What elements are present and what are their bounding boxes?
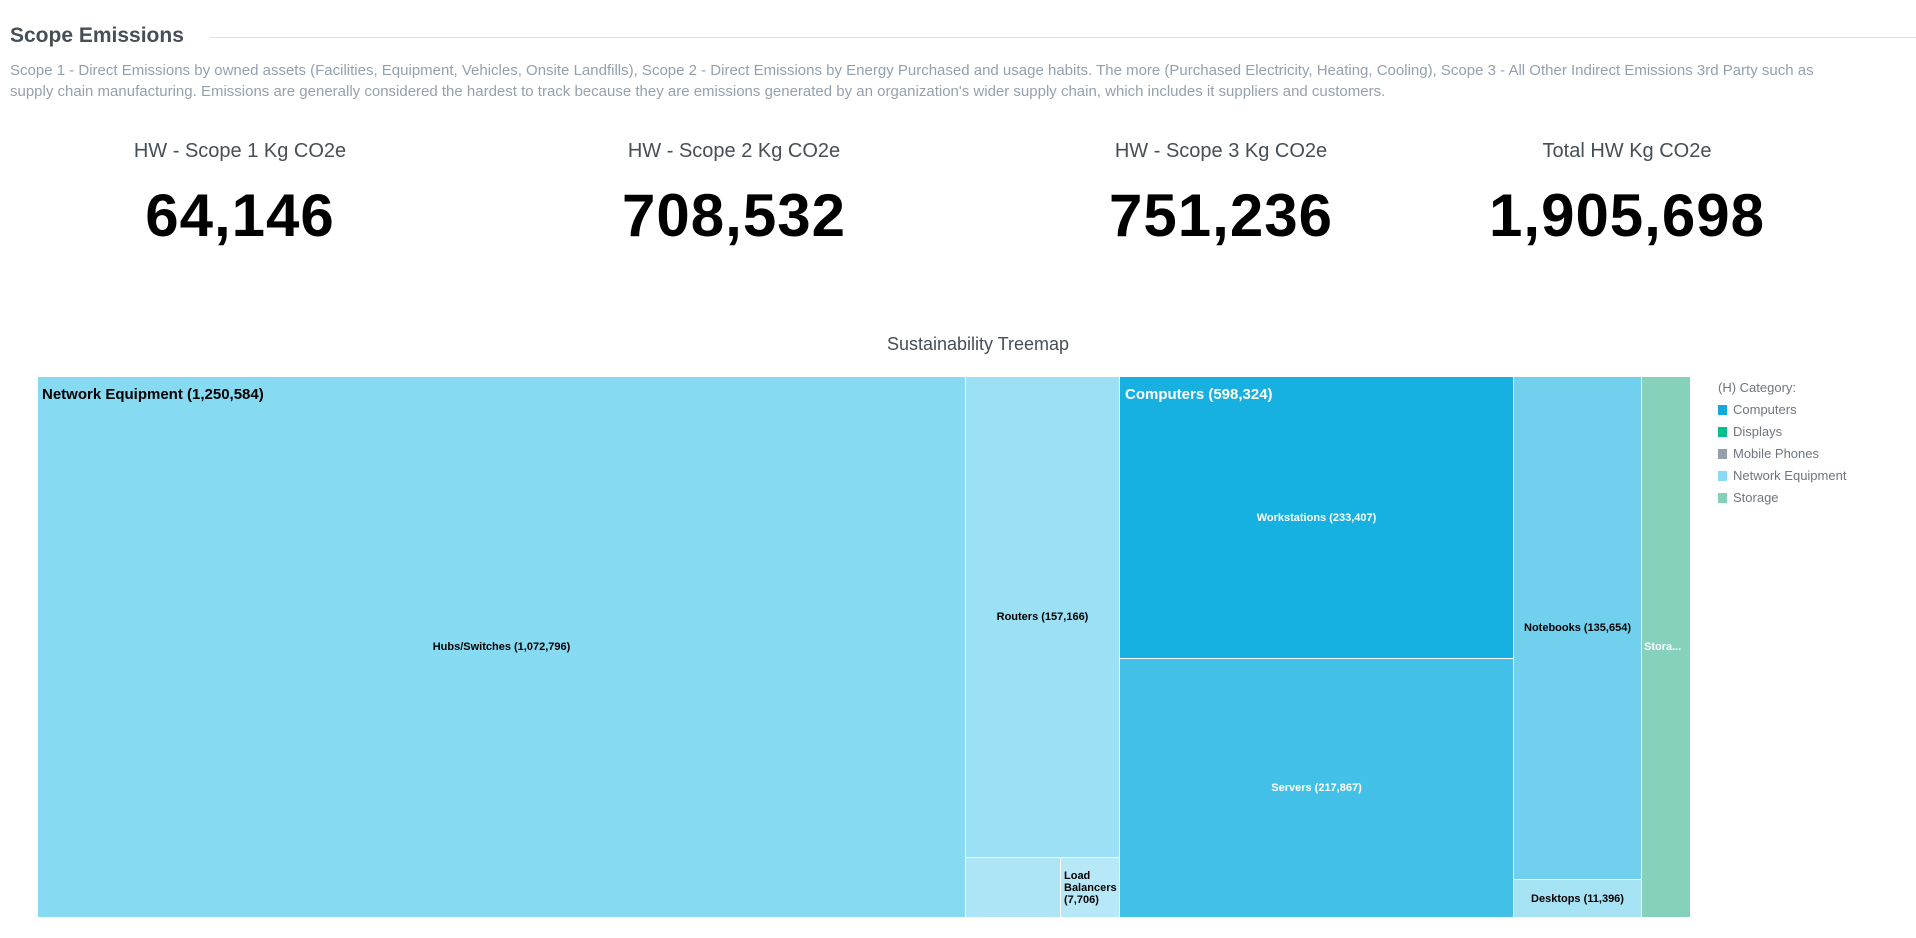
legend-label: Computers [1733, 402, 1797, 417]
legend-label: Network Equipment [1733, 468, 1847, 483]
treemap-cell-hubs-switches[interactable]: Hubs/Switches (1,072,796) [37, 376, 966, 918]
legend-swatch [1718, 449, 1727, 459]
legend-item-mobile-phones[interactable]: Mobile Phones [1718, 446, 1819, 461]
kpi-value: 708,532 [622, 182, 846, 249]
cell-label: Routers (157,166) [996, 611, 1089, 623]
legend-label: Mobile Phones [1733, 446, 1819, 461]
kpi-label: Total HW Kg CO2e [1542, 140, 1712, 162]
cell-label: Workstations (233,407) [1256, 511, 1377, 524]
title-divider [210, 37, 1916, 38]
legend-label: Displays [1733, 424, 1783, 439]
kpi-scope-3: HW - Scope 3 Kg CO2e 751,236 [991, 140, 1451, 250]
group-label-network-equipment: Network Equipment (1,250,584) [42, 386, 264, 403]
legend-item-network-equipment[interactable]: Network Equipment [1718, 468, 1846, 483]
legend-item-computers[interactable]: Computers [1718, 402, 1797, 417]
kpi-total: Total HW Kg CO2e 1,905,698 [1397, 140, 1857, 250]
legend-title: (H) Category: [1718, 380, 1797, 395]
treemap-cell-notebooks[interactable]: Notebooks (135,654) [1513, 376, 1642, 880]
kpi-value: 1,905,698 [1489, 182, 1765, 249]
legend-swatch [1718, 471, 1727, 481]
section-description: Scope 1 - Direct Emissions by owned asse… [10, 62, 1814, 100]
kpi-value: 751,236 [1109, 182, 1333, 249]
section-title: Scope Emissions [10, 24, 184, 47]
treemap-cell-storage[interactable]: Stora... [1641, 376, 1691, 918]
kpi-label: HW - Scope 2 Kg CO2e [627, 140, 841, 162]
kpi-value: 64,146 [145, 182, 335, 249]
legend-swatch [1718, 405, 1727, 415]
legend-swatch [1718, 493, 1727, 503]
cell-label: Stora... [1644, 641, 1682, 653]
legend-swatch [1718, 427, 1727, 437]
cell-label: Notebooks (135,654) [1524, 622, 1631, 634]
kpi-scope-2: HW - Scope 2 Kg CO2e 708,532 [504, 140, 964, 250]
treemap-cell-unlabeled[interactable] [965, 857, 1061, 918]
legend-label: Storage [1733, 490, 1779, 505]
kpi-scope-1: HW - Scope 1 Kg CO2e 64,146 [10, 140, 470, 250]
cell-label: Servers (217,867) [1271, 782, 1362, 794]
treemap-cell-routers[interactable]: Routers (157,166) [965, 376, 1120, 858]
treemap-cell-servers[interactable]: Servers (217,867) [1119, 658, 1514, 918]
legend-item-storage[interactable]: Storage [1718, 490, 1779, 505]
chart-title: Sustainability Treemap [886, 334, 1070, 354]
treemap-cell-desktops[interactable]: Desktops (11,396) [1513, 879, 1642, 918]
group-label-computers: Computers (598,324) [1125, 386, 1273, 403]
legend-item-displays[interactable]: Displays [1718, 424, 1782, 439]
kpi-label: HW - Scope 3 Kg CO2e [1114, 140, 1328, 162]
cell-label: Load Balancers (7,706) [1064, 869, 1117, 906]
treemap-cell-workstations[interactable]: Workstations (233,407) [1119, 376, 1514, 659]
cell-label: Hubs/Switches (1,072,796) [432, 641, 571, 653]
cell-label: Desktops (11,396) [1531, 892, 1624, 905]
kpi-label: HW - Scope 1 Kg CO2e [133, 140, 347, 162]
treemap-cell-load-balancers[interactable]: Load Balancers (7,706) [1060, 857, 1120, 918]
